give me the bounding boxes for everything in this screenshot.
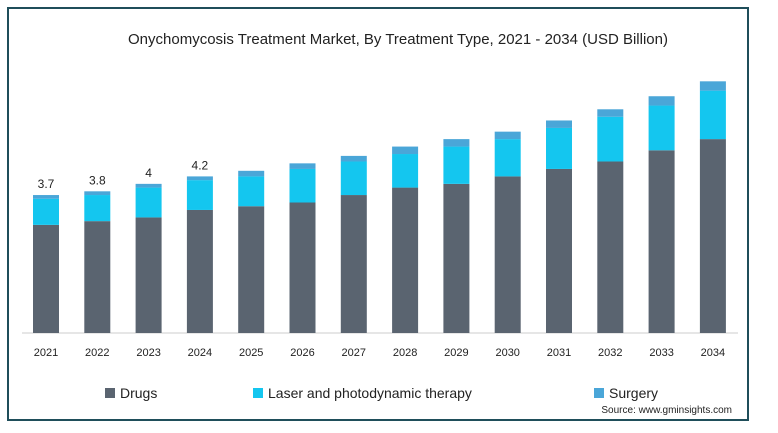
bar-drugs-2032 [597,161,624,333]
bar-surgery-2025 [238,170,265,177]
chart-frame [7,7,749,421]
x-tick-2023: 2023 [136,347,160,359]
bar-drugs-2031 [546,168,572,333]
bar-laser-and-photodynamic-therapy-2033 [648,105,675,151]
bar-laser-and-photodynamic-therapy-2021 [33,198,59,225]
bar-laser-and-photodynamic-therapy-2032 [597,116,624,162]
bar-laser-and-photodynamic-therapy-2022 [84,195,111,222]
x-tick-2025: 2025 [239,347,263,359]
bar-laser-and-photodynamic-therapy-2025 [238,176,265,207]
bar-surgery-2026 [289,163,316,169]
bar-surgery-2021 [33,195,59,199]
x-tick-2027: 2027 [342,347,366,359]
legend-label-laser-and-photodynamic-therapy: Laser and photodynamic therapy [268,385,472,401]
bar-drugs-2030 [494,176,521,333]
source-note: Source: www.gminsights.com [601,405,732,416]
x-tick-2031: 2031 [547,347,571,359]
bar-laser-and-photodynamic-therapy-2028 [392,154,419,188]
legend-label-drugs: Drugs [120,385,157,401]
x-tick-2034: 2034 [701,347,725,359]
bar-drugs-2033 [648,150,675,333]
data-label-2023: 4 [145,166,152,180]
x-tick-2029: 2029 [444,347,468,359]
x-tick-2022: 2022 [85,347,109,359]
bar-drugs-2025 [238,206,265,333]
bar-drugs-2034 [699,139,726,333]
x-tick-2028: 2028 [393,347,417,359]
bar-drugs-2029 [443,183,470,333]
bar-surgery-2032 [597,109,624,117]
bars-group [33,81,726,333]
data-label-2021: 3.7 [38,177,55,191]
bar-surgery-2023 [135,183,162,188]
bar-laser-and-photodynamic-therapy-2034 [699,90,726,140]
bar-surgery-2024 [186,176,213,181]
bar-laser-and-photodynamic-therapy-2023 [135,187,162,218]
legend-swatch-laser-and-photodynamic-therapy [253,388,263,398]
x-tick-2021: 2021 [34,347,58,359]
bar-drugs-2023 [135,217,162,333]
bar-laser-and-photodynamic-therapy-2026 [289,168,316,203]
x-tick-2032: 2032 [598,347,622,359]
chart-title: Onychomycosis Treatment Market, By Treat… [128,31,668,48]
bar-surgery-2022 [84,191,111,196]
bar-drugs-2027 [340,195,367,333]
x-tick-2024: 2024 [188,347,212,359]
x-tick-labels: 2021 2022 2023 2024 2025 2026 2027 2028 2029 2030… [34,347,725,359]
bar-drugs-2026 [289,202,316,333]
bar-surgery-2033 [648,96,675,106]
legend-swatch-surgery [594,388,604,398]
bar-drugs-2024 [186,209,213,333]
bar-drugs-2021 [33,224,59,333]
bar-surgery-2027 [340,155,367,162]
bar-surgery-2031 [546,120,572,128]
bar-laser-and-photodynamic-therapy-2031 [546,127,572,169]
x-tick-2030: 2030 [495,347,519,359]
bar-surgery-2028 [392,146,419,155]
legend-swatch-drugs [105,388,115,398]
legend-label-surgery: Surgery [609,385,658,401]
bar-laser-and-photodynamic-therapy-2027 [340,161,367,196]
bar-surgery-2029 [443,139,470,147]
bar-surgery-2034 [699,81,726,91]
bar-drugs-2028 [392,187,419,333]
data-labels: 3.7 3.8 4 4.2 [38,158,209,191]
x-tick-2033: 2033 [649,347,673,359]
legend: Drugs Laser and photodynamic therapy Surge… [105,385,658,401]
bar-laser-and-photodynamic-therapy-2030 [494,139,521,177]
data-label-2022: 3.8 [89,173,106,187]
bar-laser-and-photodynamic-therapy-2024 [186,180,213,210]
x-tick-2026: 2026 [290,347,314,359]
bar-laser-and-photodynamic-therapy-2029 [443,146,470,184]
bar-surgery-2030 [494,131,521,140]
bar-drugs-2022 [84,221,111,333]
data-label-2024: 4.2 [192,158,209,172]
